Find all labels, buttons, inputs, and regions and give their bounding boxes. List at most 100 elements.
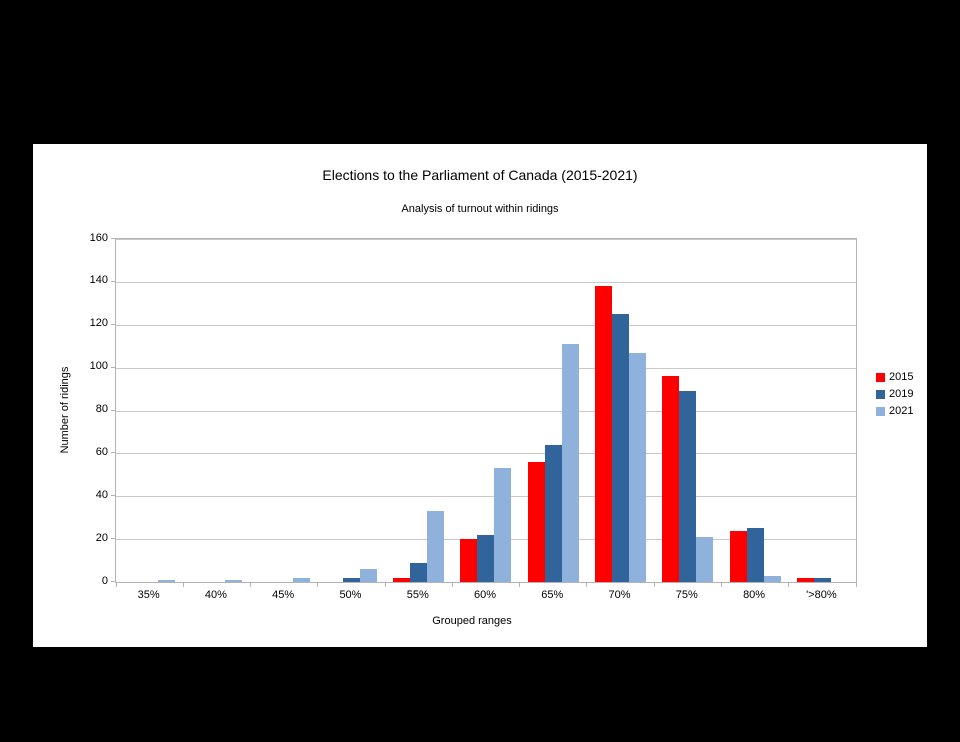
x-tick-label-50%: 50% [339,589,362,601]
legend-item-2019: 2019 [876,388,913,400]
x-tick-mark-8 [653,583,655,587]
bar-2019-60% [477,535,495,582]
bar-2019-'>80% [813,578,831,582]
legend-swatch-2015 [876,372,885,382]
y-tick-label-80: 80 [95,403,108,415]
bar-2021-35% [158,580,176,582]
gridline-60 [116,453,856,455]
bar-2021-55% [427,511,445,582]
x-tick-mark-2 [250,583,252,587]
y-tick-label-100: 100 [89,360,108,373]
bar-2021-45% [292,578,310,582]
bar-2015-75% [662,376,680,582]
y-tick-mark-120 [111,323,115,325]
x-tick-mark-1 [182,583,184,587]
bar-groups [116,239,856,582]
y-tick-label-20: 20 [95,531,108,544]
bar-2021-60% [494,468,512,582]
bar-group-65% [520,239,587,582]
x-tick-mark-4 [384,583,386,587]
bar-2015-80% [729,531,747,582]
legend: 2015 2019 2021 [876,371,913,417]
bar-group-'>80% [789,239,856,582]
gridline-140 [116,281,856,283]
x-tick-label-45%: 45% [272,589,295,601]
x-tick-label-70%: 70% [608,589,631,601]
bar-group-55% [385,239,452,582]
bar-2019-75% [679,391,697,582]
legend-label-2015: 2015 [889,371,914,383]
x-tick-label-'>80%: '>80% [806,589,837,601]
y-tick-mark-100 [111,366,115,368]
chart-subtitle: Analysis of turnout within ridings [401,203,559,215]
legend-swatch-2021 [876,406,885,416]
y-tick-label-120: 120 [89,317,108,330]
bar-2021-70% [628,353,646,582]
gridline-120 [116,324,856,326]
bar-2021-40% [225,580,243,582]
x-tick-mark-3 [317,583,319,587]
bar-2021-50% [359,569,377,582]
x-tick-label-55%: 55% [406,589,429,601]
bar-group-70% [587,239,654,582]
bar-2021-65% [561,344,579,582]
bar-2019-80% [746,528,764,582]
bar-group-45% [251,239,318,582]
gridline-80 [116,410,856,412]
y-tick-label-160: 160 [89,231,108,244]
x-tick-label-40%: 40% [204,589,227,601]
bar-group-60% [452,239,519,582]
bar-2021-80% [763,576,781,582]
gridline-40 [116,496,856,498]
legend-item-2021: 2021 [876,405,913,417]
plot-area [115,238,857,587]
bar-2015-55% [393,578,411,582]
bar-group-40% [183,239,250,582]
x-tick-mark-6 [519,583,521,587]
x-tick-mark-11 [855,583,857,587]
y-tick-mark-20 [111,538,115,540]
legend-label-2019: 2019 [889,388,914,400]
y-tick-label-60: 60 [95,445,108,458]
x-tick-mark-0 [115,583,117,587]
x-tick-mark-7 [586,583,588,587]
x-tick-label-65%: 65% [541,589,564,601]
y-tick-mark-0 [111,581,115,582]
bar-2019-65% [544,445,562,582]
chart-title: Elections to the Parliament of Canada (2… [322,167,638,183]
bar-group-80% [721,239,788,582]
bar-group-75% [654,239,721,582]
bar-2015-70% [594,286,612,582]
chart-panel: Elections to the Parliament of Canada (2… [33,144,927,647]
bar-2019-55% [410,563,428,582]
legend-item-2015: 2015 [876,371,913,383]
y-tick-label-40: 40 [95,488,108,501]
x-tick-mark-10 [788,583,790,587]
gridline-160 [116,239,856,240]
y-tick-mark-40 [111,495,115,497]
y-tick-label-0: 0 [101,574,108,587]
x-axis-title: Grouped ranges [432,615,512,627]
x-tick-label-35%: 35% [137,589,160,601]
legend-label-2021: 2021 [889,405,914,417]
gridline-100 [116,367,856,369]
y-tick-mark-140 [111,280,115,282]
y-tick-mark-60 [111,452,115,454]
bar-group-35% [116,239,183,582]
bar-2015-'>80% [796,578,814,582]
y-tick-label-140: 140 [89,274,108,287]
bar-2021-75% [696,537,714,582]
x-tick-label-80%: 80% [743,589,766,601]
x-tick-mark-9 [720,583,722,587]
y-tick-mark-80 [111,409,115,411]
bar-group-50% [318,239,385,582]
x-tick-label-60%: 60% [473,589,497,601]
x-tick-label-75%: 75% [675,589,698,601]
bar-2019-70% [611,314,629,582]
bar-2015-65% [527,462,545,582]
y-tick-mark-160 [111,238,115,239]
x-tick-mark-5 [451,583,453,587]
legend-swatch-2019 [876,389,885,399]
bar-2019-50% [342,578,360,582]
